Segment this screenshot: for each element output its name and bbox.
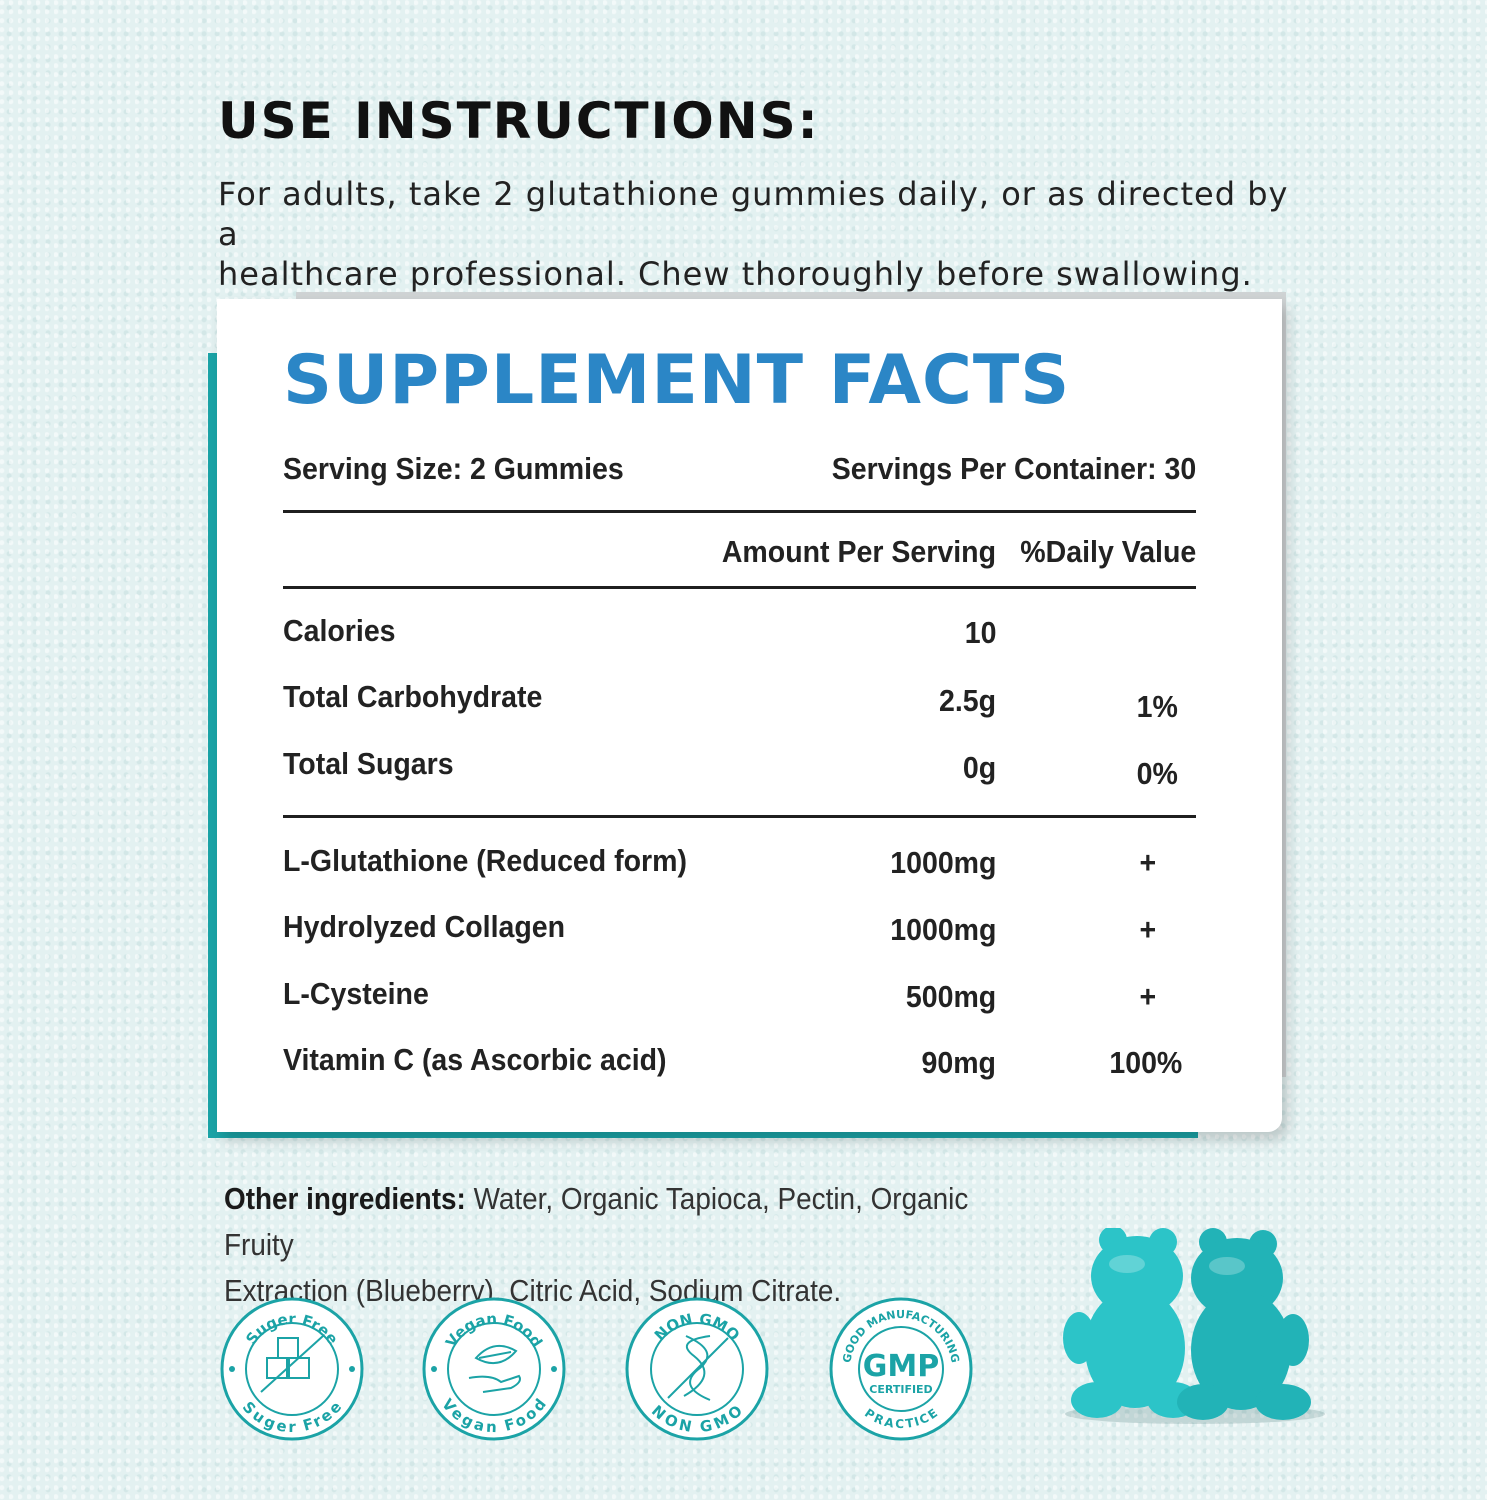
row-daily-value: + [1139, 979, 1156, 1014]
row-name: Total Carbohydrate [283, 679, 543, 714]
non-gmo-badge: NON GMO NON GMO [625, 1297, 769, 1441]
instructions-line-2: healthcare professional. Chew thoroughly… [218, 255, 1253, 293]
instructions-title: USE INSTRUCTIONS: [218, 92, 820, 150]
row-daily-value: 1% [1136, 689, 1178, 724]
row-name: Calories [283, 613, 396, 648]
row-name: Hydrolyzed Collagen [283, 909, 566, 944]
row-daily-value: 0% [1136, 756, 1178, 791]
leaf-hand-icon [468, 1344, 521, 1393]
gmp-certified-label: CERTIFIED [869, 1383, 932, 1396]
gummy-bear-right [1177, 1228, 1311, 1420]
row-name: L-Glutathione (Reduced form) [283, 843, 688, 878]
row-amount: 10 [964, 615, 996, 650]
gmp-label: GMP [863, 1349, 939, 1384]
instructions-line-1: For adults, take 2 glutathione gummies d… [218, 175, 1289, 253]
vegan-food-badge: Vegan Food Vegan Food [422, 1297, 566, 1441]
supplement-facts-title: SUPPLEMENT FACTS [283, 341, 1071, 420]
row-name: Total Sugars [283, 746, 454, 781]
amount-header: Amount Per Serving [721, 534, 996, 569]
row-amount: 90mg [921, 1045, 996, 1080]
sugar-cube-icon [260, 1335, 324, 1393]
serving-size: Serving Size: 2 Gummies [283, 451, 624, 486]
row-name: L-Cysteine [283, 976, 429, 1011]
other-ingredients: Other ingredients: Water, Organic Tapioc… [224, 1176, 998, 1314]
row-amount: 1000mg [889, 912, 996, 947]
row-daily-value: + [1139, 912, 1156, 947]
servings-per-container: Servings Per Container: 30 [831, 451, 1196, 486]
daily-value-header: %Daily Value [1020, 534, 1196, 569]
row-amount: 0g [962, 750, 996, 785]
divider [283, 510, 1196, 513]
other-ingredients-line-2: Extraction (Blueberry), Citric Acid, Sod… [224, 1273, 842, 1308]
row-daily-value: + [1139, 845, 1156, 880]
supplement-facts-card: SUPPLEMENT FACTS Serving Size: 2 Gummies… [217, 299, 1282, 1132]
other-ingredients-line-1: Other ingredients: Water, Organic Tapioc… [224, 1176, 998, 1268]
row-amount: 2.5g [938, 683, 996, 718]
divider [283, 815, 1196, 818]
row-name: Vitamin C (as Ascorbic acid) [283, 1042, 667, 1077]
divider [283, 586, 1196, 589]
gummy-bear-left [1063, 1228, 1199, 1418]
gmp-certified-badge: GOOD MANUFACTURING PRACTICE GMP CERTIFIE… [829, 1297, 973, 1441]
instructions-text: For adults, take 2 glutathione gummies d… [218, 174, 1318, 294]
gummy-bears-image [1063, 1228, 1325, 1424]
dna-icon [667, 1335, 729, 1401]
other-ingredients-label: Other ingredients: [224, 1181, 466, 1216]
row-daily-value: 100% [1109, 1045, 1182, 1080]
row-amount: 1000mg [889, 845, 996, 880]
sugar-free-badge: Suger Free Suger Free [220, 1297, 364, 1441]
other-ingredients-text: Water, Organic Tapioca, Pectin, Organic … [224, 1181, 969, 1262]
row-amount: 500mg [905, 979, 996, 1014]
